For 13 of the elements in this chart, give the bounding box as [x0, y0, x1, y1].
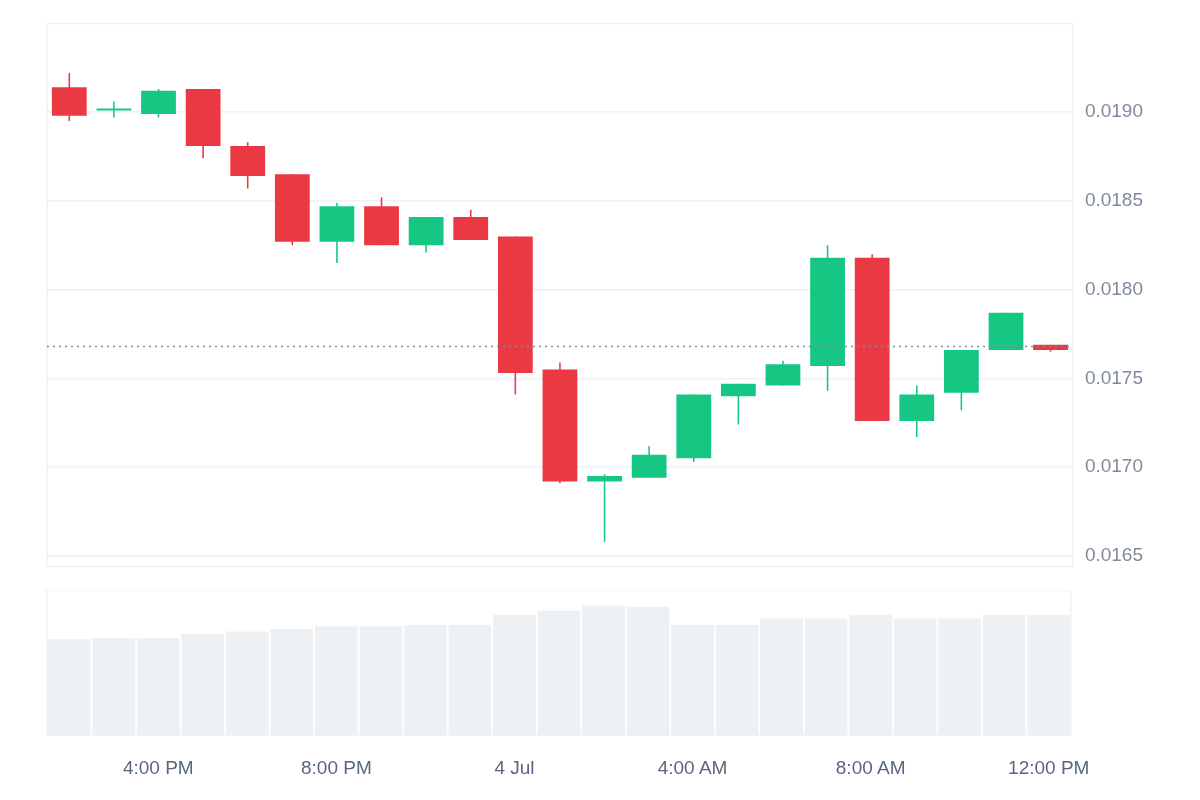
- x-tick-label: 4 Jul: [494, 756, 535, 778]
- y-tick-label: 0.0185: [1084, 189, 1144, 211]
- x-tick-label: 8:00 AM: [835, 756, 906, 778]
- x-tick-label: 4:00 PM: [122, 756, 194, 778]
- x-tick-label: 4:00 AM: [657, 756, 728, 778]
- y-tick-label: 0.0165: [1084, 544, 1144, 566]
- x-tick-label: 12:00 PM: [1008, 756, 1090, 778]
- y-tick-label: 0.0175: [1084, 366, 1144, 388]
- y-tick-label: 0.0190: [1084, 100, 1144, 122]
- candlestick: [96, 101, 132, 118]
- x-tick-label: 8:00 PM: [301, 756, 372, 778]
- y-tick-label: 0.0180: [1084, 277, 1144, 299]
- y-tick-label: 0.0170: [1084, 455, 1144, 477]
